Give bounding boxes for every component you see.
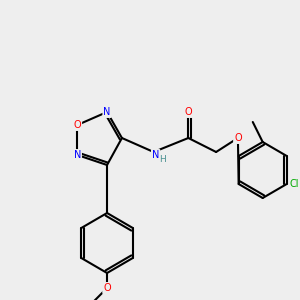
Text: N: N [152, 150, 159, 160]
Text: N: N [103, 107, 111, 117]
Text: O: O [74, 120, 81, 130]
Text: H: H [159, 155, 166, 164]
Text: Cl: Cl [290, 179, 299, 189]
Text: O: O [234, 133, 242, 143]
Text: O: O [103, 283, 111, 293]
Text: N: N [74, 150, 81, 160]
Text: O: O [184, 107, 192, 117]
